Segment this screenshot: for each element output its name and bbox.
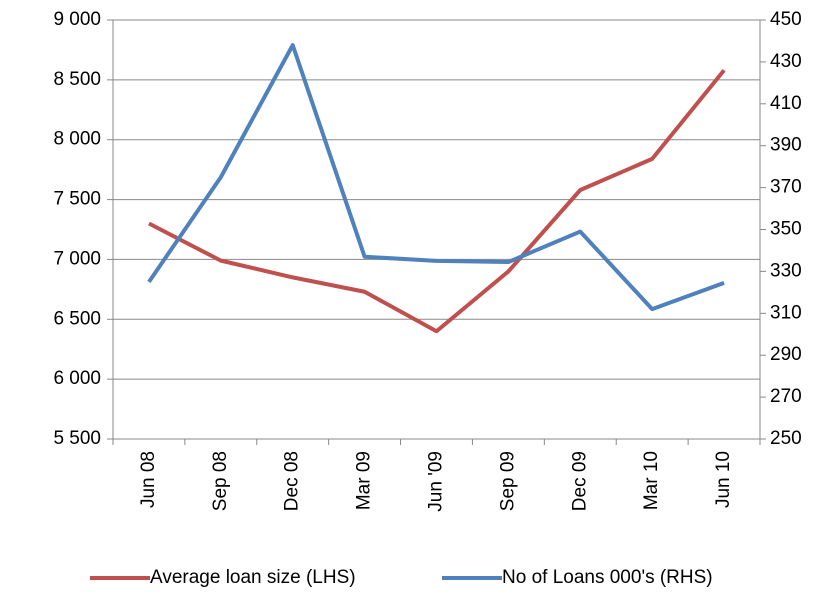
y-tick-label: 7 000: [53, 248, 101, 269]
x-tick-label: Sep 09: [497, 451, 518, 511]
y-tick-label: 8 500: [53, 69, 101, 90]
x-tick-label: Mar 10: [641, 451, 662, 510]
y-tick-label: 9 000: [53, 9, 101, 30]
y-tick-label: 5 500: [53, 428, 101, 449]
y2-tick-label: 410: [770, 93, 802, 114]
y2-tick-label: 290: [770, 344, 802, 365]
y2-tick-label: 350: [770, 219, 802, 240]
y2-tick-label: 270: [770, 386, 802, 407]
x-tick-label: Jun 08: [138, 451, 159, 508]
x-tick-label: Dec 09: [569, 451, 590, 511]
series-line: [147, 43, 725, 312]
legend-label: No of Loans 000's (RHS): [502, 567, 713, 588]
x-tick-label: Mar 09: [354, 451, 375, 510]
y2-tick-label: 250: [770, 428, 802, 449]
y-tick-label: 6 500: [53, 308, 101, 329]
y-tick-label: 6 000: [53, 368, 101, 389]
y2-tick-label: 430: [770, 51, 802, 72]
y2-tick-label: 330: [770, 260, 802, 281]
y2-tick-label: 370: [770, 177, 802, 198]
x-tick-label: Jun 10: [713, 451, 734, 508]
series-line: [148, 69, 726, 334]
y-tick-label: 8 000: [53, 129, 101, 150]
y-tick-label: 7 500: [53, 189, 101, 210]
y2-tick-label: 390: [770, 135, 802, 156]
y2-tick-label: 450: [770, 9, 802, 30]
legend-label: Average loan size (LHS): [150, 567, 356, 588]
x-tick-label: Jun '09: [426, 451, 447, 512]
x-tick-label: Dec 08: [282, 451, 303, 511]
y2-tick-label: 310: [770, 302, 802, 323]
x-tick-label: Sep 08: [210, 451, 231, 511]
